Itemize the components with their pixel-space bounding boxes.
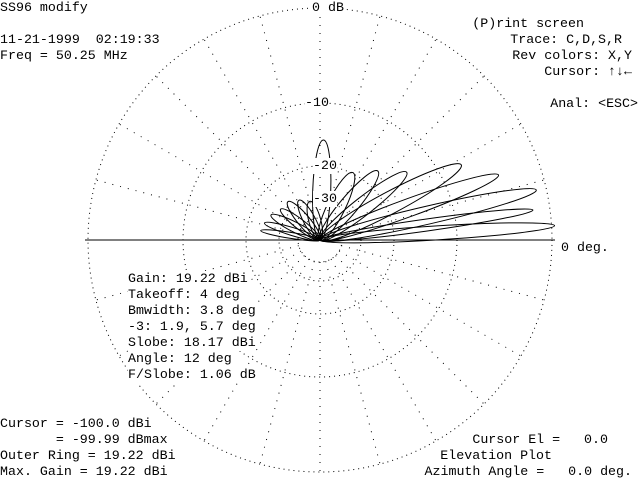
horizon-label: 0 deg. [561, 240, 609, 256]
grid-radial [330, 38, 437, 222]
grid-radial [338, 250, 522, 357]
grid-radial [95, 179, 299, 235]
ring-label: 0 dB [312, 0, 344, 16]
footer-line: Elevation Plot [440, 448, 552, 464]
grid-radial [325, 261, 381, 465]
menu-item[interactable]: Anal: <ESC> [550, 96, 638, 112]
grid-radial [118, 123, 302, 230]
stat-line: Takeoff: 4 deg [128, 287, 240, 303]
ring-label: -10 [305, 95, 329, 111]
stat-line: -3: 1.9, 5.7 deg [128, 319, 256, 335]
grid-radial [341, 179, 545, 235]
frequency: Freq = 50.25 MHz [0, 48, 128, 64]
ring-label: -20 [313, 158, 337, 174]
ring-label: -30 [313, 191, 337, 207]
title: SS96 modify [0, 0, 88, 16]
stat-line: Slobe: 18.17 dBi [128, 335, 256, 351]
grid-radial [203, 38, 310, 222]
footer-line: Outer Ring = 19.22 dBi [0, 448, 176, 464]
grid-radial [338, 123, 522, 230]
footer-line: = -99.99 dBmax [0, 432, 168, 448]
menu-item[interactable]: Rev colors: X,Y [512, 48, 632, 64]
grid-radial [325, 15, 381, 219]
lobe [319, 222, 556, 244]
stat-line: Angle: 12 deg [128, 351, 232, 367]
pattern-trace [260, 139, 556, 244]
footer-line: Azimuth Angle = 0.0 deg. [424, 464, 632, 480]
footer-line: Cursor = -100.0 dBi [0, 416, 152, 432]
grid-radial [330, 258, 437, 442]
timestamp: 11-21-1999 02:19:33 [0, 32, 160, 48]
grid-radial [259, 261, 315, 465]
menu-item[interactable]: Cursor: ↑↓← [544, 64, 632, 80]
grid-radial [259, 15, 315, 219]
grid-radial [335, 75, 485, 225]
lobe [260, 229, 321, 242]
grid-radial [341, 245, 545, 301]
grid-radial [203, 258, 310, 442]
footer-line: Cursor El = 0.0 [472, 432, 608, 448]
menu-item[interactable]: Trace: C,D,S,R [510, 32, 622, 48]
grid-radial [155, 75, 305, 225]
stat-line: Bmwidth: 3.8 deg [128, 303, 256, 319]
grid-radial [335, 255, 485, 405]
stat-line: F/Slobe: 1.06 dB [128, 367, 256, 383]
stat-line: Gain: 19.22 dBi [128, 271, 248, 287]
footer-line: Max. Gain = 19.22 dBi [0, 464, 168, 480]
menu-item[interactable]: (P)rint screen [472, 16, 584, 32]
